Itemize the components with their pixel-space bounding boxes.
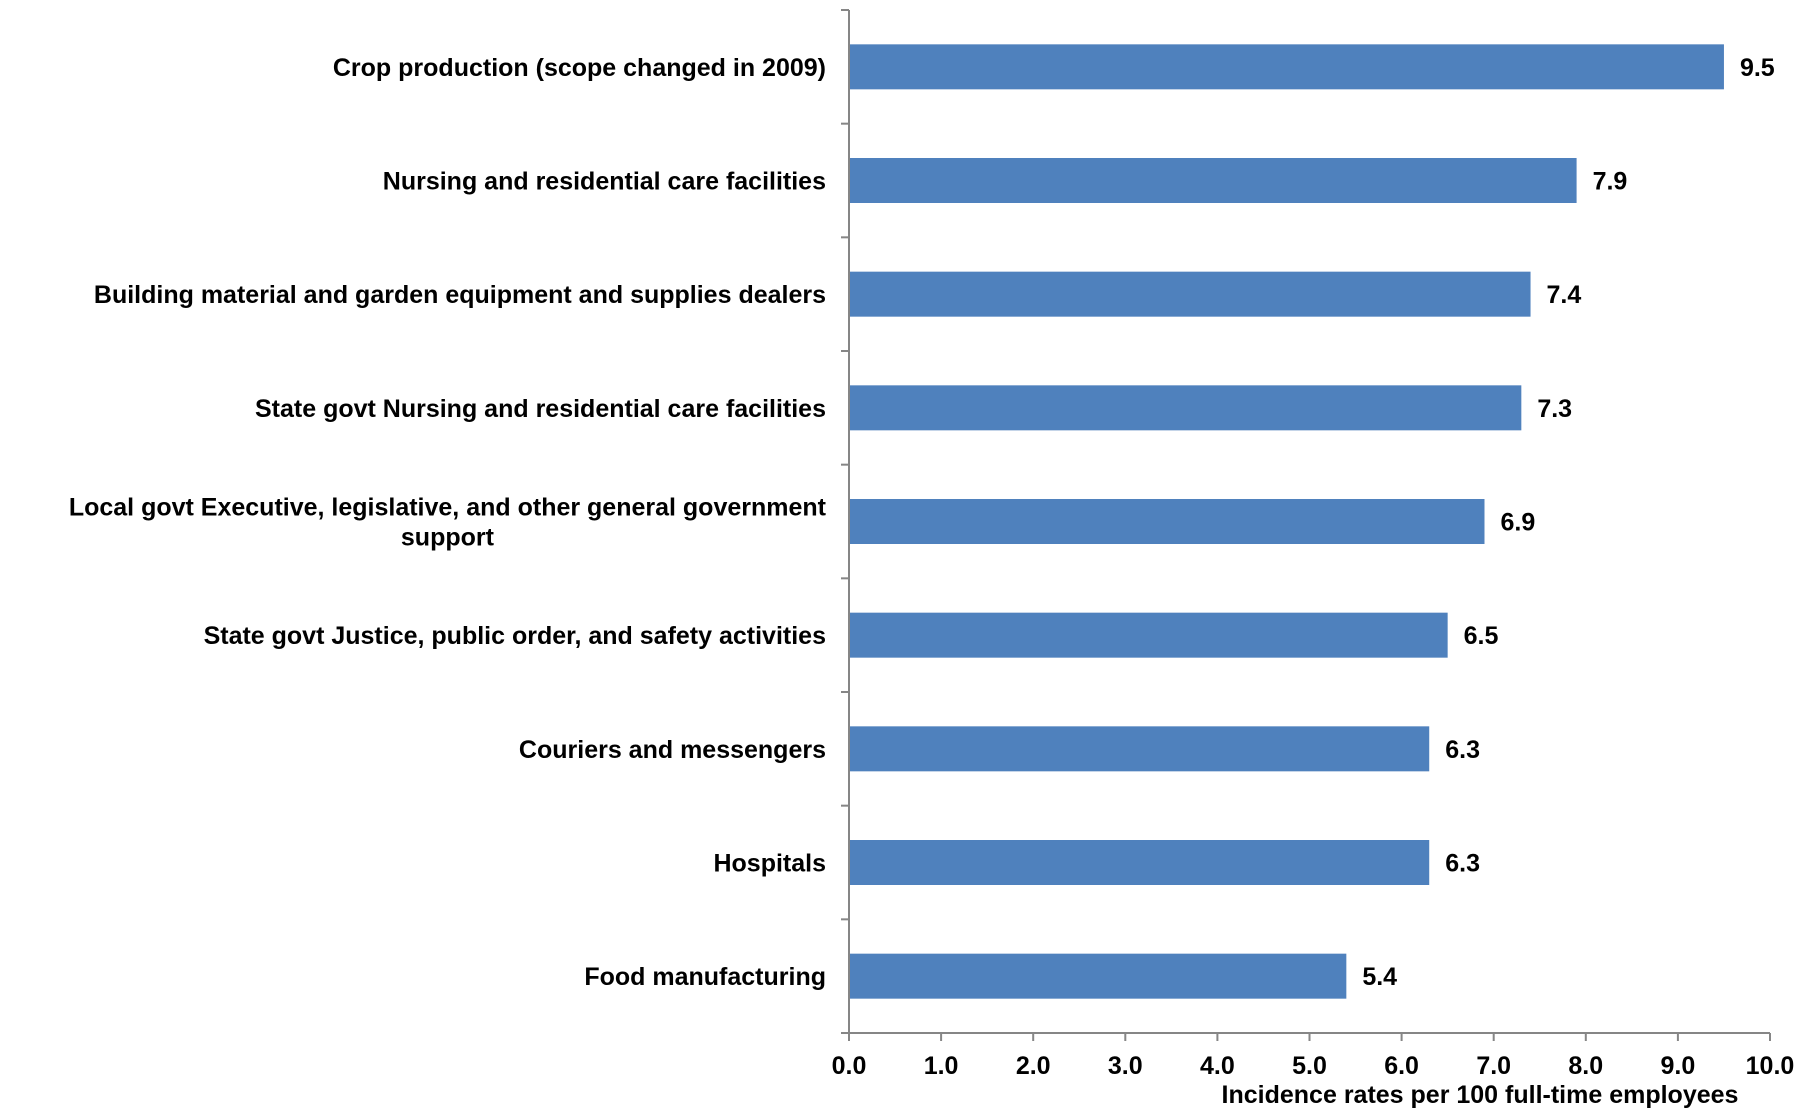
category-label-line: Local govt Executive, legislative, and o… (69, 494, 827, 522)
bar-value-label-5: 6.9 (1500, 509, 1535, 537)
bar-value-label-1: 9.5 (1740, 54, 1775, 82)
category-label-3: Building material and garden equipment a… (94, 281, 826, 309)
x-tick-label-8: 8.0 (1568, 1052, 1603, 1080)
bar-value-label-9: 5.4 (1362, 963, 1397, 991)
bar-value-label-6: 6.5 (1464, 622, 1499, 650)
category-label-7: Couriers and messengers (519, 736, 826, 764)
axes (841, 9, 1771, 1041)
category-label-line: Food manufacturing (584, 963, 826, 991)
bar-4 (849, 385, 1522, 431)
category-label-line: State govt Justice, public order, and sa… (204, 622, 826, 650)
bar-7 (849, 726, 1430, 772)
bar-5 (849, 499, 1485, 544)
category-label-5: Local govt Executive, legislative, and o… (69, 494, 827, 552)
category-label-line: Building material and garden equipment a… (94, 281, 826, 309)
x-tick-label-4: 4.0 (1200, 1052, 1235, 1080)
category-label-line: Couriers and messengers (519, 736, 826, 764)
category-label-2: Nursing and residential care facilities (383, 168, 826, 196)
labels-layer: 9.5 Crop production (scope changed in 200… (69, 54, 1795, 1080)
category-label-line: State govt Nursing and residential care … (255, 395, 826, 423)
bar-8 (849, 840, 1430, 885)
x-tick-label-6: 6.0 (1384, 1052, 1419, 1080)
category-label-4: State govt Nursing and residential care … (255, 395, 826, 423)
category-label-1: Crop production (scope changed in 2009) (333, 54, 826, 82)
category-label-6: State govt Justice, public order, and sa… (204, 622, 826, 650)
bar-1 (849, 44, 1724, 90)
x-tick-label-10: 10.0 (1746, 1052, 1795, 1080)
x-tick-label-0: 0.0 (832, 1052, 867, 1080)
bar-9 (849, 953, 1347, 999)
x-tick-label-3: 3.0 (1108, 1052, 1143, 1080)
x-tick-label-2: 2.0 (1016, 1052, 1051, 1080)
bar-value-label-8: 6.3 (1445, 850, 1480, 878)
category-label-line: Crop production (scope changed in 2009) (333, 54, 826, 82)
bar-value-label-4: 7.3 (1537, 395, 1572, 423)
bar-value-label-3: 7.4 (1547, 281, 1582, 309)
x-tick-label-5: 5.0 (1292, 1052, 1327, 1080)
x-tick-label-1: 1.0 (924, 1052, 959, 1080)
category-label-8: Hospitals (713, 850, 826, 878)
bar-value-label-2: 7.9 (1593, 168, 1628, 196)
x-tick-label-7: 7.0 (1476, 1052, 1511, 1080)
category-label-line: support (401, 524, 495, 552)
bar-value-label-7: 6.3 (1445, 736, 1480, 764)
category-label-9: Food manufacturing (584, 963, 826, 991)
bars-layer (849, 44, 1724, 999)
category-label-line: Nursing and residential care facilities (383, 168, 826, 196)
bar-3 (849, 271, 1531, 317)
bar-6 (849, 612, 1448, 658)
bar-2 (849, 158, 1577, 203)
category-label-line: Hospitals (713, 850, 826, 878)
x-axis-title: Incidence rates per 100 full-time employ… (1222, 1081, 1739, 1109)
x-tick-label-9: 9.0 (1661, 1052, 1696, 1080)
